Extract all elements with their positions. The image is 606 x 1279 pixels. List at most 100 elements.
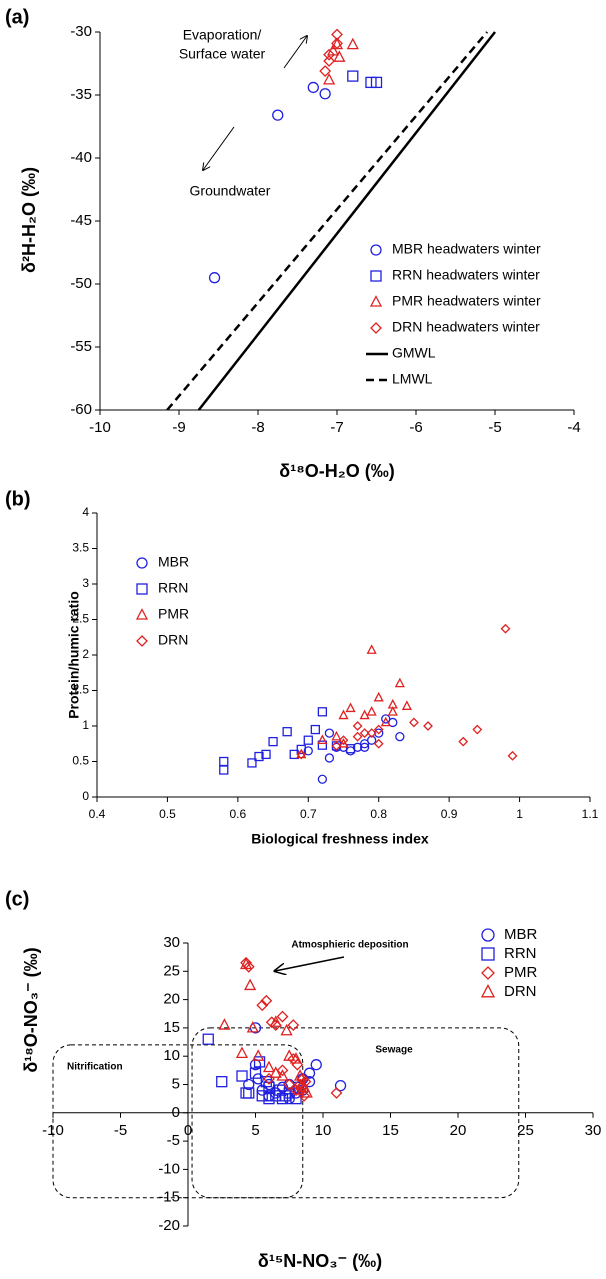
x-tick-label: 1.1 [582, 807, 599, 821]
x-axis-label: δ¹⁵N-NO₃⁻ (‰) [258, 1251, 382, 1271]
data-point [346, 37, 359, 50]
data-point [247, 758, 257, 768]
data-point [269, 1066, 282, 1078]
x-tick-label: 5 [251, 1122, 259, 1139]
data-point [347, 70, 359, 82]
data-point [409, 717, 419, 728]
x-axis-label: Biological freshness index [251, 831, 429, 847]
data-point [401, 700, 412, 710]
data-point [458, 736, 469, 747]
data-point [352, 731, 363, 742]
y-tick-label: 0.5 [72, 754, 89, 768]
legend-label: DRN headwaters winter [392, 319, 540, 335]
data-point [331, 730, 342, 741]
data-point [298, 1080, 311, 1092]
annotation: Groundwater [190, 183, 271, 199]
data-point [338, 709, 349, 720]
legend-label: PMR [504, 964, 538, 981]
data-point [345, 702, 356, 713]
y-tick-label: -10 [158, 1160, 180, 1177]
data-point [216, 1076, 228, 1088]
data-point [381, 714, 391, 724]
legend-marker [481, 966, 495, 980]
y-tick-label: 20 [163, 991, 180, 1008]
x-tick-label: 0.7 [300, 807, 317, 821]
data-point [352, 721, 363, 731]
data-point [243, 1078, 255, 1091]
y-tick-label: 5 [172, 1075, 180, 1092]
data-point [300, 1086, 313, 1098]
legend-label: PMR headwaters winter [392, 293, 541, 309]
x-tick-label: -10 [89, 419, 111, 436]
y-tick-label: 30 [163, 934, 180, 951]
legend-marker [480, 984, 496, 998]
data-point [366, 706, 377, 716]
data-point [323, 72, 336, 85]
x-tick-label: 30 [585, 1122, 602, 1139]
legend-label: RRN [504, 945, 537, 962]
x-tick-label: 0.9 [441, 807, 458, 821]
data-point [296, 744, 306, 755]
data-point [394, 677, 405, 688]
x-tick-label: -8 [251, 419, 264, 436]
data-point [500, 623, 511, 634]
data-point [359, 728, 370, 739]
x-tick-label: 1 [516, 807, 523, 821]
data-point [303, 735, 313, 745]
y-tick-label: 0 [82, 789, 89, 803]
x-tick-label: 0.5 [159, 807, 176, 821]
data-point [330, 1087, 343, 1099]
data-point [373, 738, 384, 749]
y-tick-label: 2 [82, 647, 89, 661]
data-point [334, 1079, 347, 1092]
y-tick-label: -40 [70, 149, 92, 166]
y-tick-label: -55 [70, 338, 92, 355]
data-point [331, 28, 343, 41]
data-point [283, 1093, 295, 1105]
data-point [319, 65, 332, 77]
data-point [272, 109, 284, 121]
data-point [324, 753, 335, 763]
legend-marker [136, 583, 148, 595]
y-tick-label: 3.5 [72, 541, 89, 555]
y-tick-label: 4 [82, 505, 89, 519]
y-tick-label: 1.5 [72, 683, 89, 697]
data-point [370, 76, 383, 89]
data-point [323, 48, 336, 61]
data-point [338, 735, 349, 746]
y-tick-label: -50 [70, 275, 92, 292]
data-point [373, 691, 384, 702]
data-point [283, 1078, 296, 1091]
data-point [380, 716, 391, 727]
data-point [317, 774, 328, 784]
data-point [287, 1053, 300, 1065]
x-tick-label: -5 [114, 1122, 127, 1139]
data-point [307, 81, 319, 94]
data-point [310, 724, 320, 735]
data-point [256, 999, 269, 1012]
annotation: Atmosphieric deposition [291, 940, 408, 951]
data-point [331, 37, 343, 50]
data-point [240, 956, 252, 969]
data-point [276, 1093, 289, 1105]
data-point [423, 721, 433, 731]
data-point [261, 749, 271, 760]
legend-label: DRN [504, 983, 537, 1000]
region-label: Sewage [375, 1045, 413, 1056]
legend-label: GMWL [392, 345, 436, 361]
data-point [279, 1090, 291, 1102]
data-point [287, 1019, 300, 1031]
data-point [373, 724, 384, 735]
arrow [203, 126, 235, 170]
data-point [244, 978, 257, 991]
data-point [303, 1067, 316, 1079]
data-point [359, 742, 370, 752]
data-point [202, 1033, 214, 1045]
data-point [359, 739, 370, 749]
data-point [352, 742, 363, 752]
data-point [253, 1056, 266, 1068]
x-tick-label: -9 [172, 419, 185, 436]
data-point [291, 1058, 304, 1071]
data-point [243, 1087, 255, 1099]
x-tick-label: 0.6 [230, 807, 247, 821]
